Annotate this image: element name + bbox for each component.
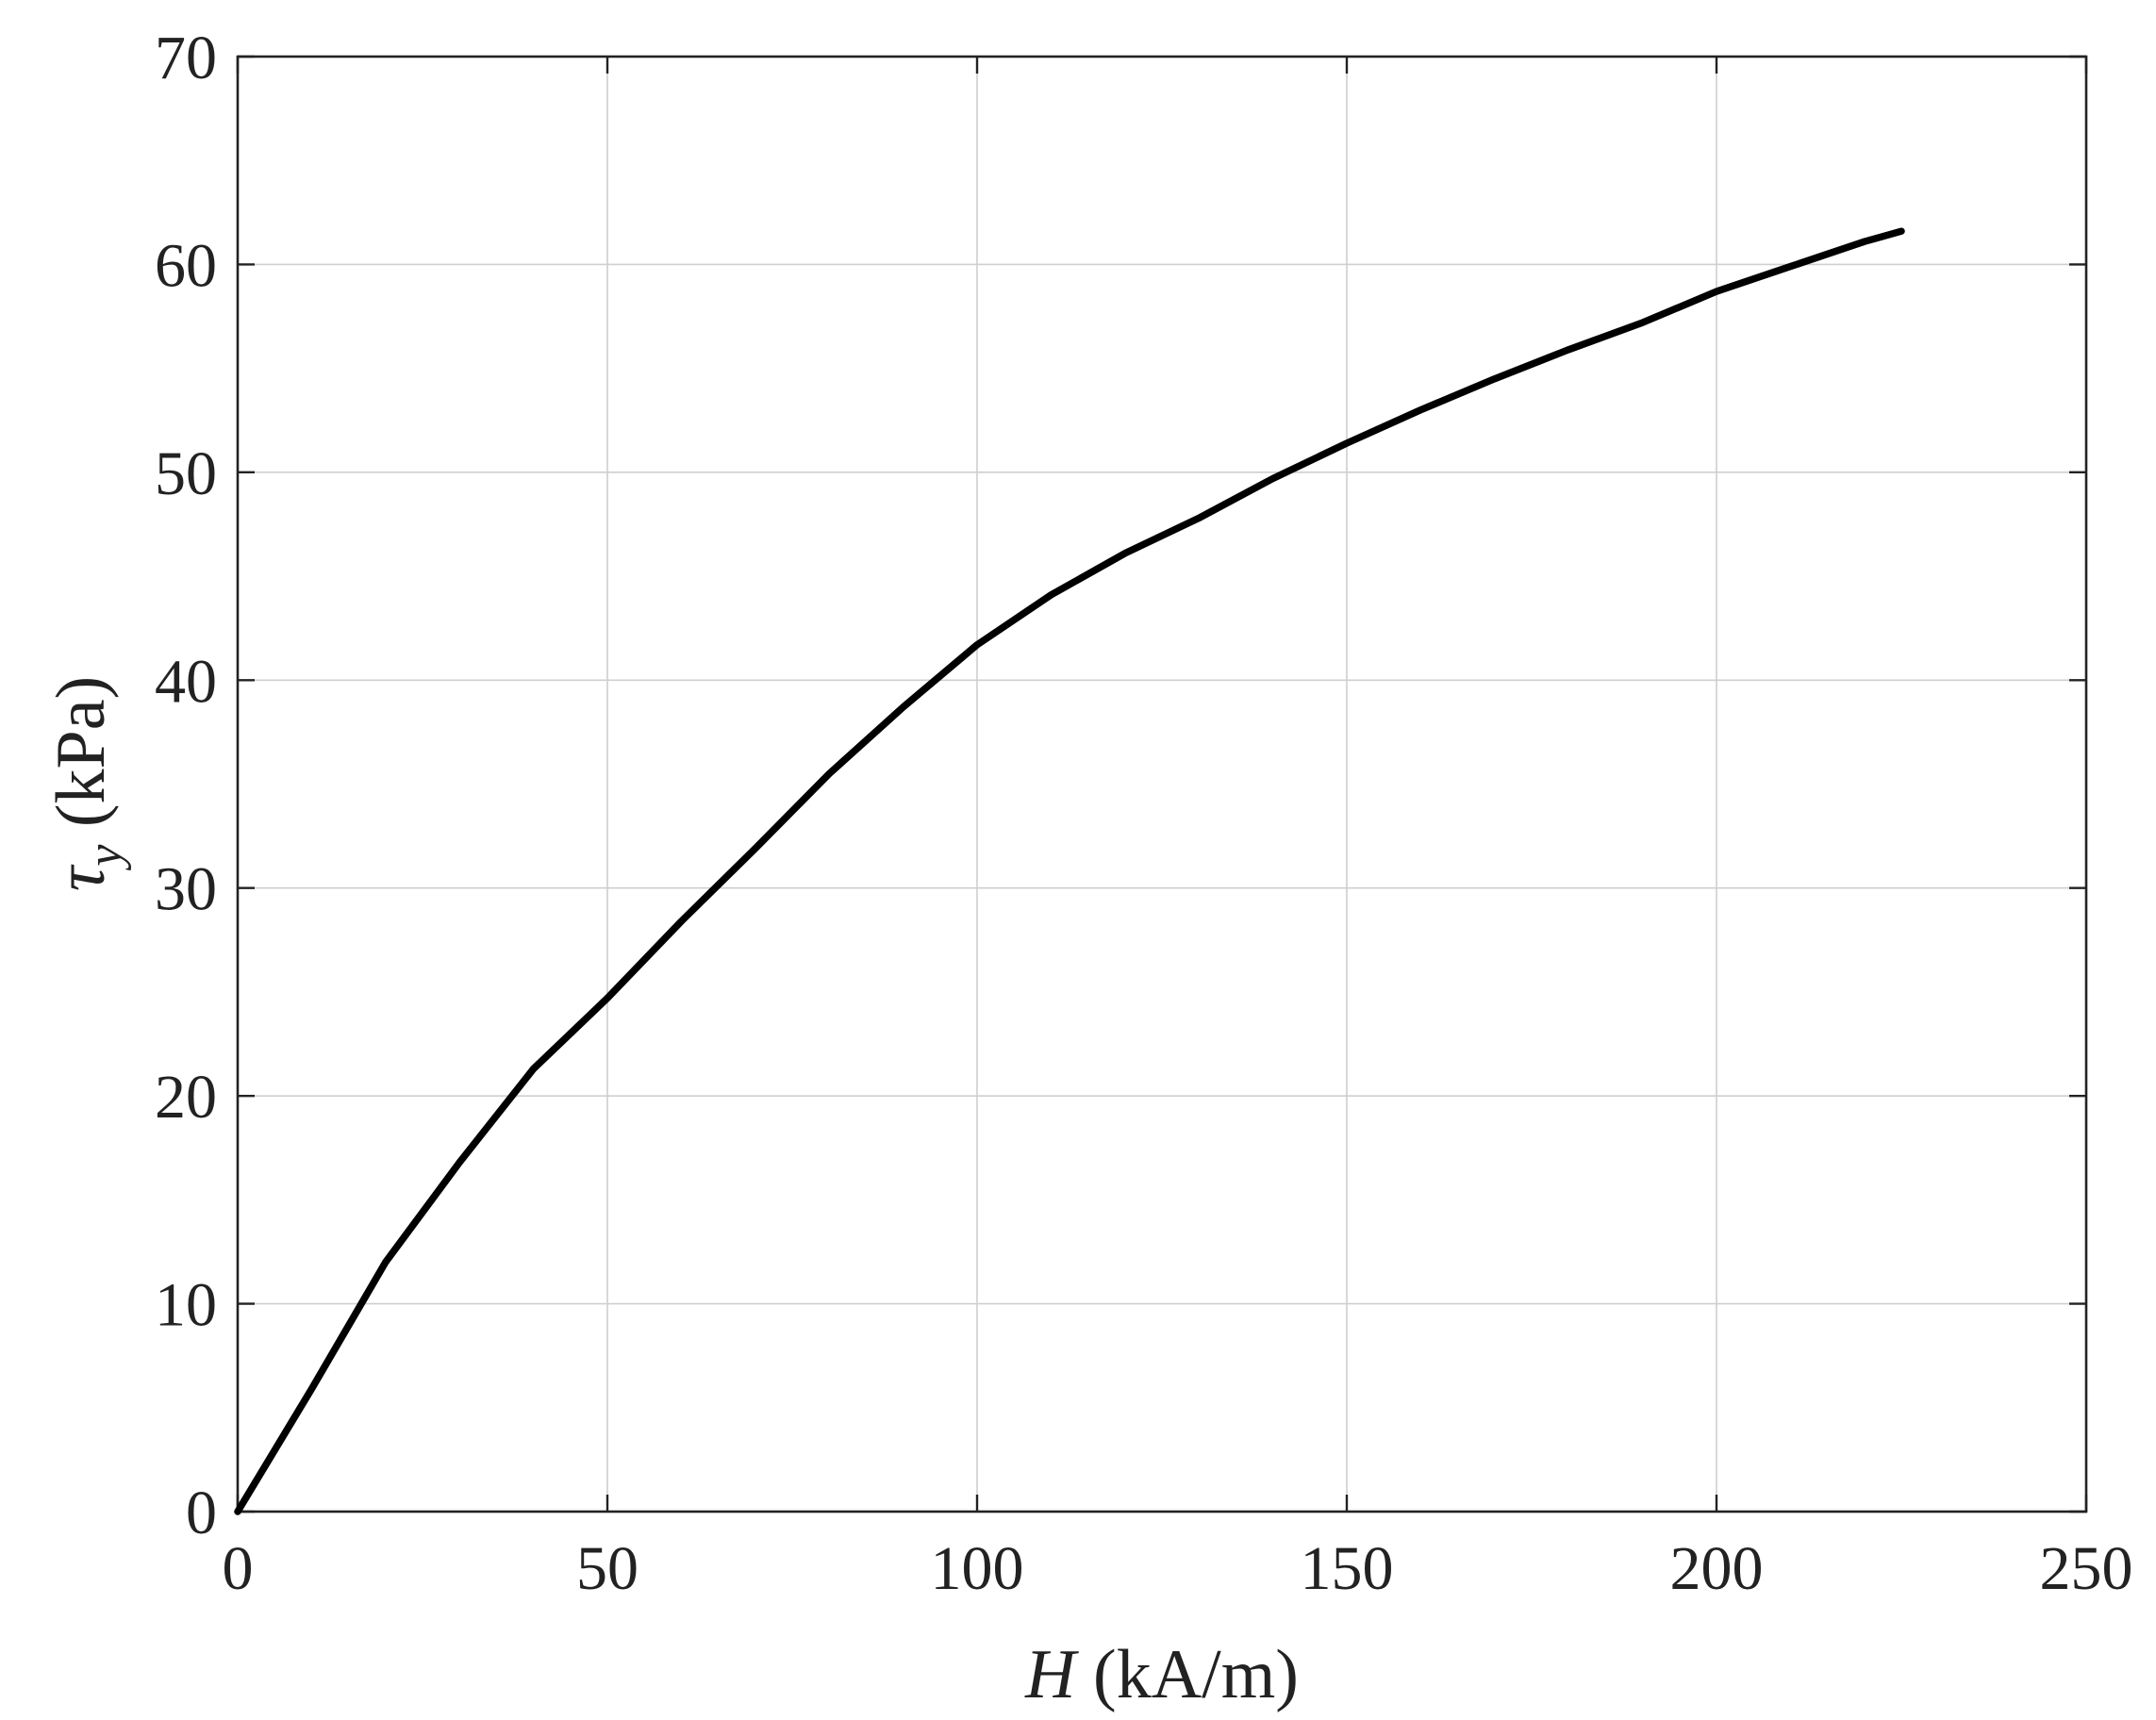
x-tick-label: 250 bbox=[2040, 1534, 2133, 1603]
y-tick-label: 20 bbox=[155, 1063, 217, 1132]
x-axis-title-symbol: H bbox=[1024, 1636, 1079, 1713]
x-tick-label: 100 bbox=[931, 1534, 1024, 1603]
x-axis-title-unit: (kA/m) bbox=[1076, 1636, 1299, 1713]
x-tick-label: 0 bbox=[223, 1534, 254, 1603]
y-tick-label: 60 bbox=[155, 231, 217, 300]
x-tick-label: 50 bbox=[576, 1534, 639, 1603]
x-tick-labels: 0 50 100 150 200 250 bbox=[223, 1534, 2133, 1603]
y-axis-title-unit: (kPa) bbox=[42, 676, 120, 845]
tick-marks bbox=[236, 55, 2088, 1513]
y-tick-label: 50 bbox=[155, 439, 217, 508]
y-tick-label: 40 bbox=[155, 647, 217, 716]
y-tick-label: 70 bbox=[155, 24, 217, 92]
x-axis-title: H (kA/m) bbox=[1024, 1636, 1299, 1713]
x-tick-label: 150 bbox=[1301, 1534, 1394, 1603]
plot-frame bbox=[236, 55, 2088, 1513]
y-tick-label: 10 bbox=[155, 1271, 217, 1340]
grid-lines bbox=[238, 57, 2086, 1512]
y-axis-title: τy (kPa) bbox=[42, 676, 132, 891]
x-tick-label: 200 bbox=[1670, 1534, 1764, 1603]
series-line bbox=[234, 227, 1905, 1515]
y-axis-title-subscript: y bbox=[78, 844, 132, 871]
y-tick-labels: 0 10 20 30 40 50 60 70 bbox=[155, 24, 217, 1547]
series-group bbox=[234, 227, 1905, 1515]
y-axis-title-symbol: τ bbox=[42, 864, 120, 891]
y-tick-label: 30 bbox=[155, 855, 217, 924]
y-tick-label: 0 bbox=[186, 1479, 217, 1547]
